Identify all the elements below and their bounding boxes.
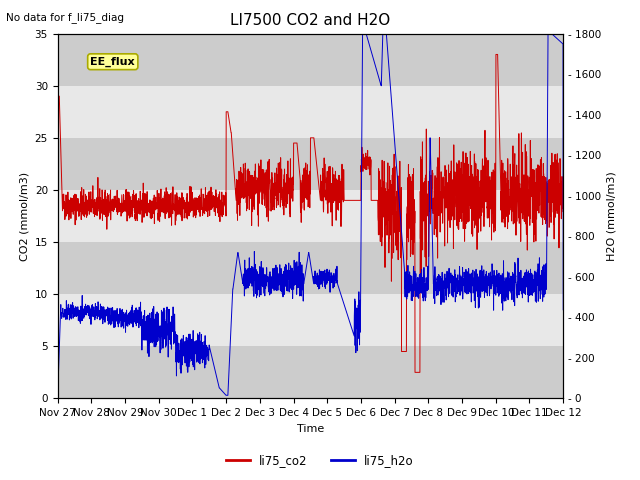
Y-axis label: H2O (mmol/m3): H2O (mmol/m3) (607, 171, 617, 261)
Title: LI7500 CO2 and H2O: LI7500 CO2 and H2O (230, 13, 390, 28)
Bar (58, 138, 563, 190)
Bar (58, 86, 563, 138)
Text: EE_flux: EE_flux (90, 57, 135, 67)
X-axis label: Time: Time (297, 424, 324, 433)
Bar (58, 294, 563, 346)
Y-axis label: CO2 (mmol/m3): CO2 (mmol/m3) (19, 171, 29, 261)
Legend: li75_co2, li75_h2o: li75_co2, li75_h2o (221, 449, 419, 472)
Bar (58, 242, 563, 294)
Bar (58, 34, 563, 86)
Bar (58, 190, 563, 242)
Text: No data for f_li75_diag: No data for f_li75_diag (6, 12, 124, 23)
Bar (58, 346, 563, 398)
